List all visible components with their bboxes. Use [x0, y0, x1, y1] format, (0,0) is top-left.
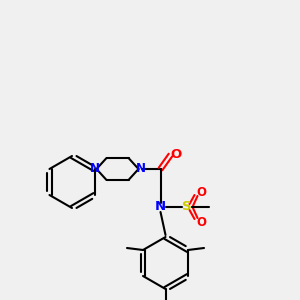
- Text: N: N: [155, 200, 166, 214]
- Text: N: N: [89, 163, 100, 176]
- Text: S: S: [182, 200, 191, 214]
- Text: O: O: [196, 215, 206, 229]
- Text: N: N: [136, 163, 146, 176]
- Text: O: O: [196, 185, 206, 199]
- Text: O: O: [170, 148, 181, 160]
